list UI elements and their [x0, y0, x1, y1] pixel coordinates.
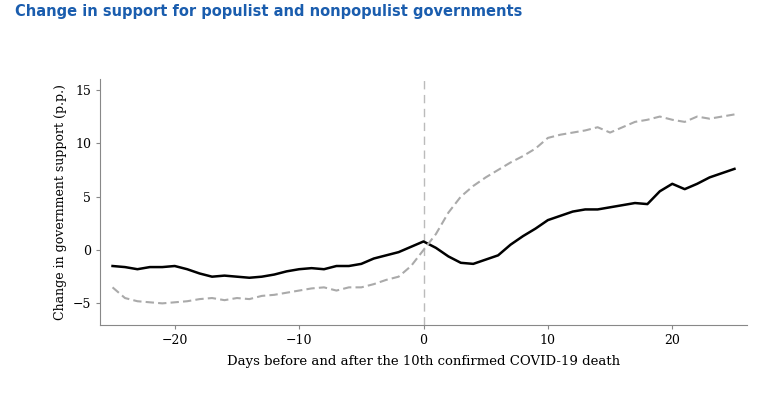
- Text: Change in support for populist and nonpopulist governments: Change in support for populist and nonpo…: [15, 4, 523, 19]
- Y-axis label: Change in government support (p.p.): Change in government support (p.p.): [54, 84, 67, 320]
- X-axis label: Days before and after the 10th confirmed COVID-19 death: Days before and after the 10th confirmed…: [227, 355, 620, 368]
